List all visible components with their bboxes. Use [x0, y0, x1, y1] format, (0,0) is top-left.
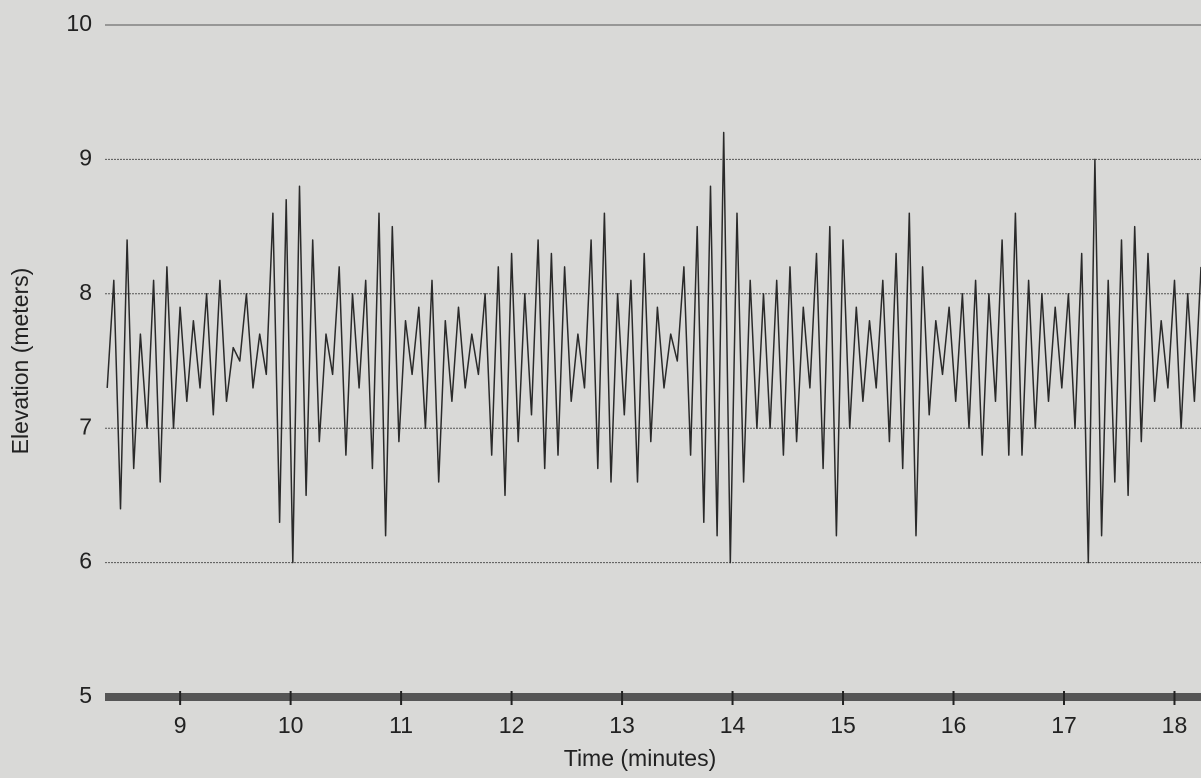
- y-tick-label: 5: [79, 682, 92, 708]
- x-tick-label: 14: [720, 712, 746, 738]
- x-tick-label: 9: [174, 712, 187, 738]
- y-tick-label: 9: [79, 144, 92, 170]
- x-axis-band: [105, 693, 1201, 701]
- x-tick-label: 10: [278, 712, 304, 738]
- y-tick-label: 8: [79, 279, 92, 305]
- x-tick-label: 11: [389, 712, 413, 738]
- x-tick-label: 12: [499, 712, 525, 738]
- x-tick-label: 16: [941, 712, 967, 738]
- x-axis-label: Time (minutes): [564, 745, 717, 771]
- y-tick-label: 7: [79, 413, 92, 439]
- y-tick-label: 10: [66, 10, 92, 36]
- x-tick-label: 17: [1051, 712, 1077, 738]
- y-axis-label: Elevation (meters): [7, 268, 33, 455]
- series-line: [106, 131, 1201, 564]
- x-tick-label: 13: [609, 712, 635, 738]
- x-tick-label: 18: [1162, 712, 1188, 738]
- y-tick-label: 6: [79, 548, 92, 574]
- x-tick-label: 15: [830, 712, 856, 738]
